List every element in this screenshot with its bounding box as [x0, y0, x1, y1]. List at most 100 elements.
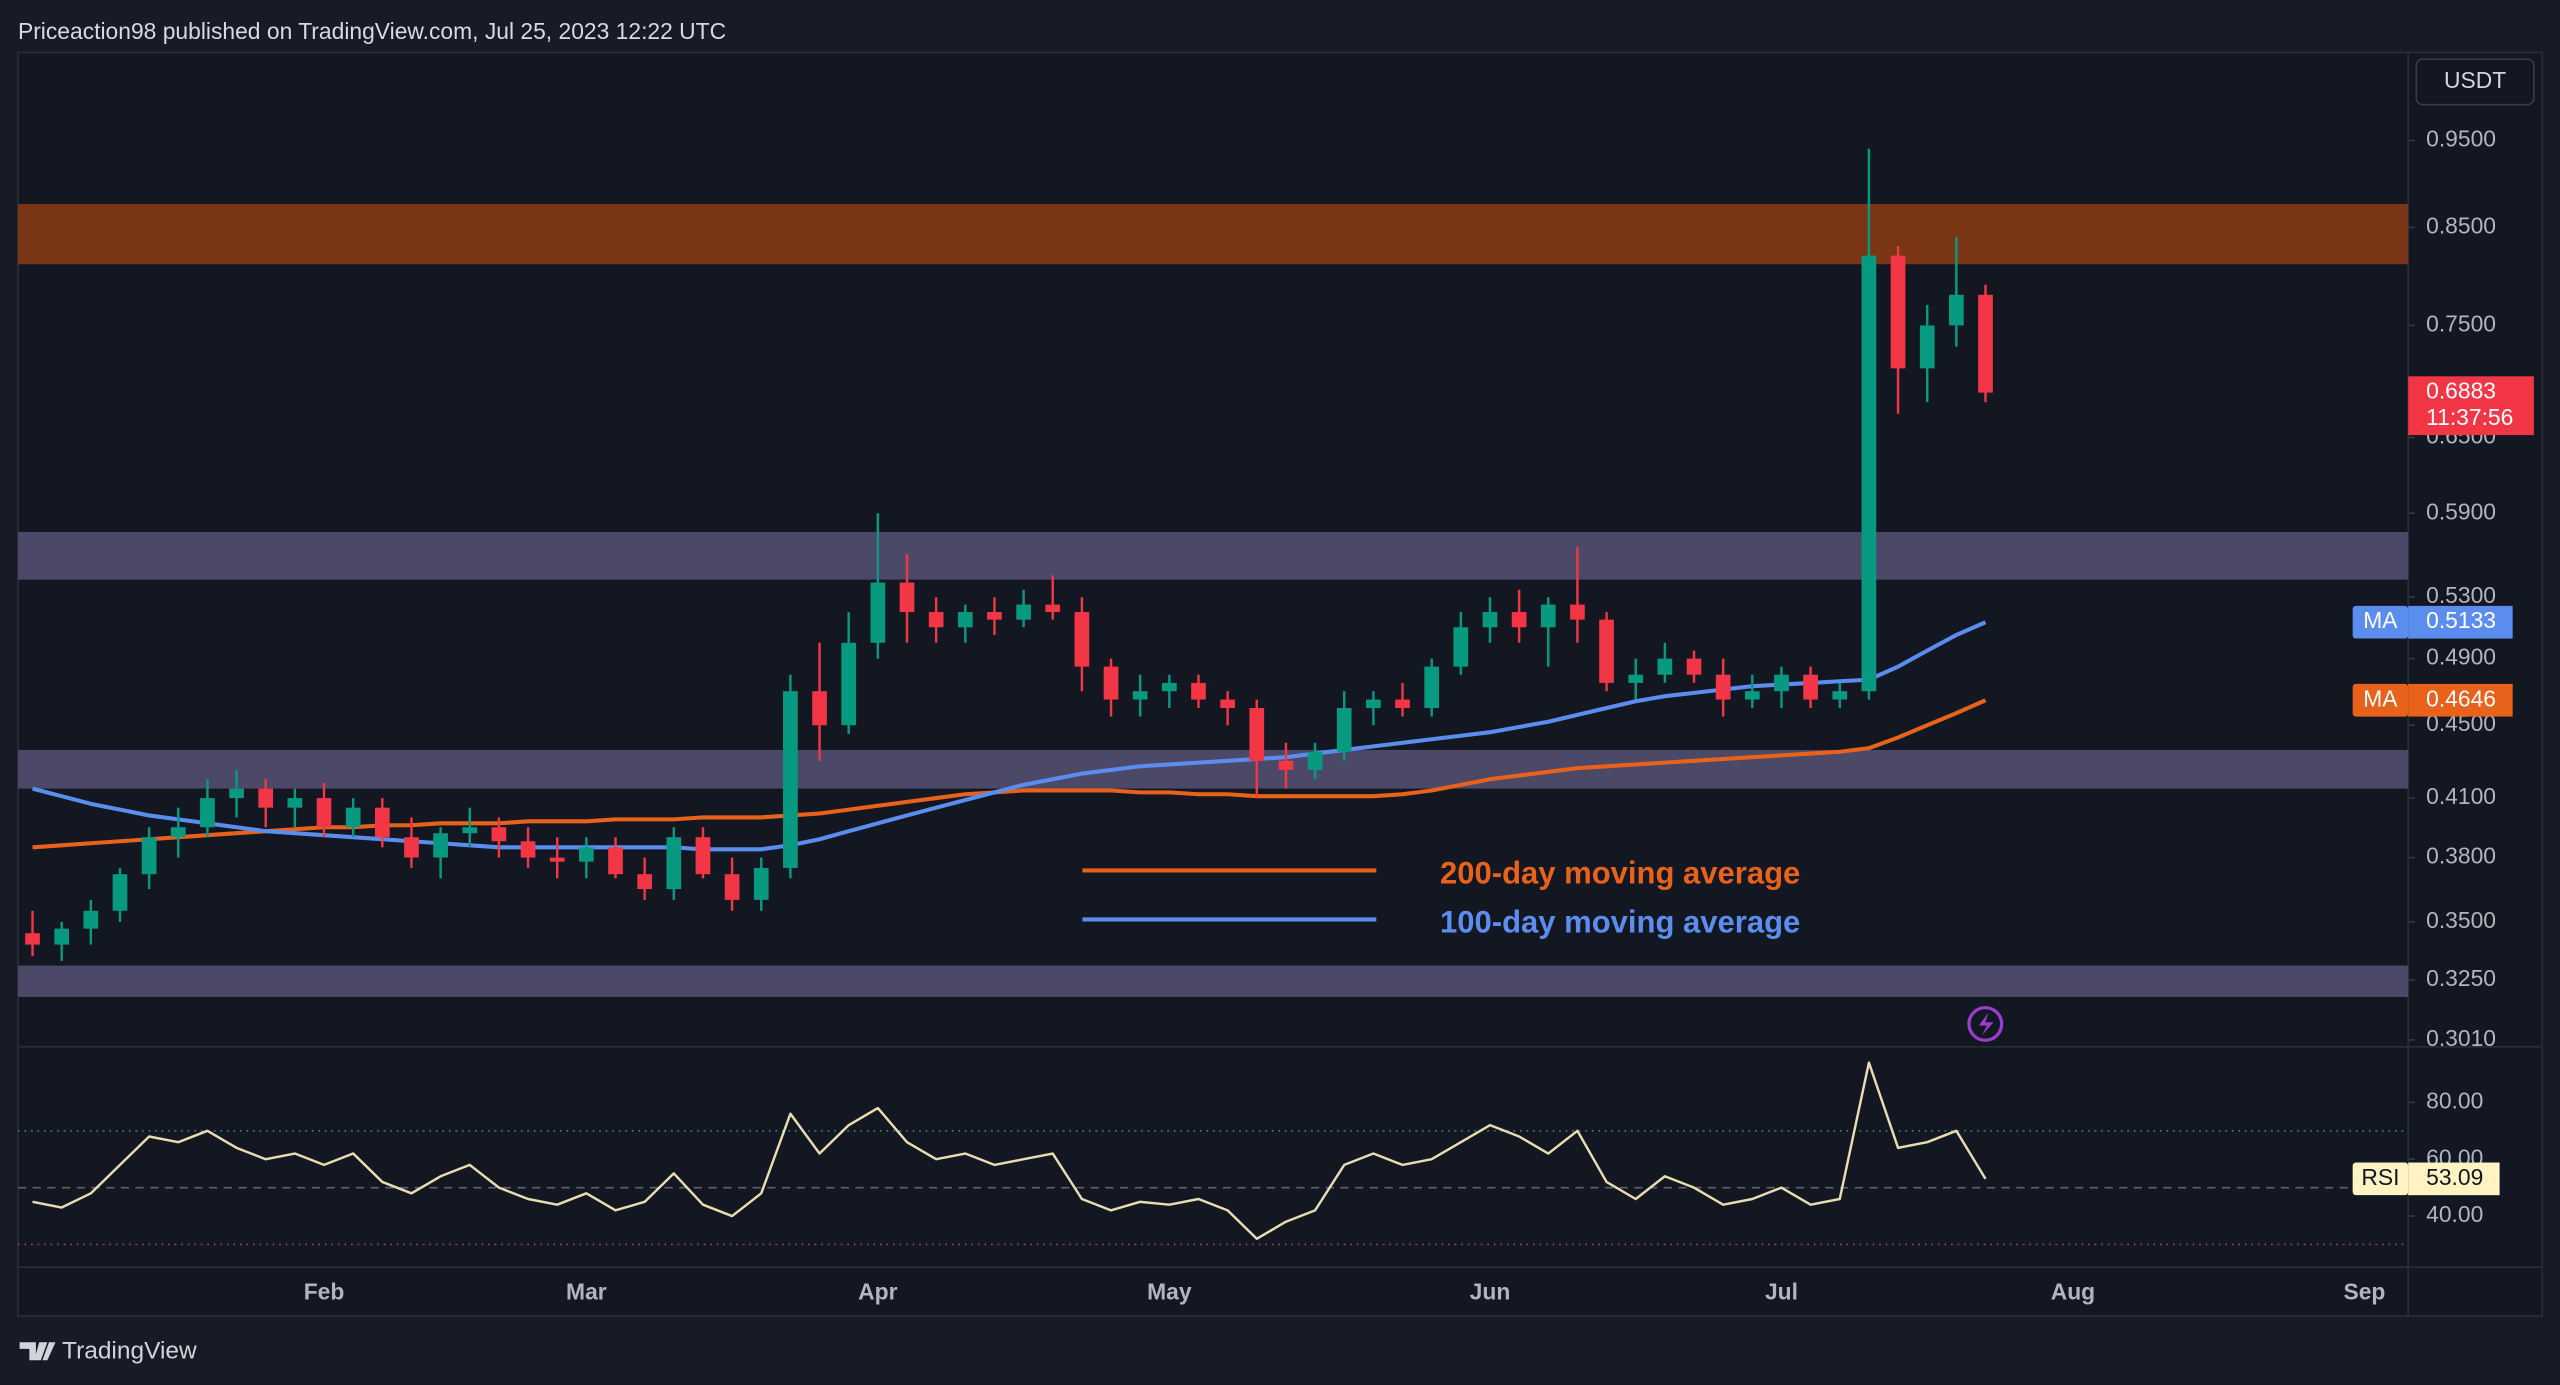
candle-body — [141, 837, 157, 875]
ma-tag-name-box — [2352, 683, 2409, 717]
y-tick-label: 0.5900 — [2426, 498, 2496, 524]
candle-body — [1482, 612, 1498, 628]
rsi-tag-box — [2408, 1162, 2500, 1196]
rsi-tag-name: RSI — [2361, 1164, 2399, 1190]
candle-body — [812, 691, 827, 726]
ma-tag-name: MA — [2363, 685, 2398, 711]
currency: USDT — [2444, 67, 2506, 93]
ma-tag-name-box — [2352, 605, 2409, 639]
rsi-tag-name-box — [2352, 1162, 2409, 1196]
candle-body — [1919, 325, 1935, 369]
candle-body — [1861, 255, 1877, 692]
price-tag-value: 0.6883 — [2426, 378, 2496, 404]
candle-body — [287, 798, 303, 808]
price-tag-countdown: 11:37:56 — [2426, 404, 2513, 430]
rsi-tick-label: 80.00 — [2426, 1087, 2483, 1113]
ma-tag-name: MA — [2363, 607, 2398, 633]
y-tick-label: 0.3800 — [2426, 843, 2496, 869]
candle-body — [345, 807, 361, 828]
candle-body — [1424, 666, 1440, 709]
y-tick-label: 0.8500 — [2426, 213, 2496, 239]
candle-body — [637, 874, 653, 890]
ma-tag-value: 0.4646 — [2426, 685, 2496, 711]
candle-body — [491, 827, 507, 842]
candle-body — [1599, 619, 1614, 683]
candle-body — [316, 798, 332, 828]
candle-body — [1161, 682, 1177, 692]
y-tick-label: 0.3250 — [2426, 965, 2496, 991]
x-tick-label: Mar — [566, 1278, 607, 1304]
candle-body — [957, 612, 973, 628]
candle-body — [1744, 691, 1760, 700]
zone — [17, 749, 2409, 789]
candle-body — [1949, 294, 1964, 326]
y-tick-label: 0.4100 — [2426, 783, 2496, 809]
x-tick-label: Feb — [304, 1278, 345, 1304]
candle-body — [1978, 294, 1993, 393]
currency-button[interactable] — [2415, 58, 2535, 106]
y-tick-label: 0.7500 — [2426, 310, 2496, 336]
candle-body — [83, 910, 99, 929]
candle-body — [1191, 682, 1206, 700]
candle-body — [783, 691, 798, 868]
candle-body — [1045, 604, 1061, 613]
candle-body — [462, 827, 478, 834]
x-tick-label: Jul — [1765, 1278, 1798, 1304]
y-tick-label: 0.3010 — [2426, 1025, 2496, 1051]
candle-body — [870, 582, 886, 643]
candle-body — [1832, 691, 1848, 700]
candle-body — [1016, 604, 1031, 620]
candle-body — [1511, 612, 1527, 628]
candle-body — [258, 788, 274, 808]
y-tick-label: 0.4900 — [2426, 644, 2496, 670]
header: Priceaction98 published on TradingView.c… — [18, 18, 726, 44]
y-tick-label: 0.5300 — [2426, 582, 2496, 608]
candle-body — [1336, 708, 1352, 752]
candle-body — [1249, 708, 1265, 761]
candle-body — [841, 642, 857, 726]
candle-body — [1278, 760, 1294, 770]
x-tick-label: May — [1147, 1278, 1192, 1304]
candle-body — [1774, 674, 1789, 692]
candle-body — [608, 847, 623, 875]
x-tick-label: Apr — [858, 1278, 897, 1304]
candle-body — [1307, 751, 1323, 770]
candle-body — [433, 833, 448, 858]
candle-body — [695, 837, 711, 875]
x-tick-label: Aug — [2051, 1278, 2095, 1304]
candle-body — [54, 928, 70, 945]
candle-body — [25, 933, 40, 945]
y-tick-label: 0.9500 — [2426, 125, 2496, 151]
ma-line — [32, 620, 1987, 852]
candle-body — [1628, 674, 1644, 683]
candle-body — [1540, 604, 1556, 628]
candle-body — [200, 798, 215, 828]
zone — [17, 532, 2409, 580]
candle-body — [579, 847, 594, 862]
tv-logo — [19, 1342, 56, 1361]
candle-body — [170, 827, 186, 838]
events-icon[interactable] — [1967, 1005, 2004, 1042]
candle-body — [1074, 612, 1090, 667]
candle-body — [1103, 666, 1119, 700]
candle-body — [1395, 699, 1410, 709]
candle-body — [549, 857, 565, 862]
candle-body — [899, 582, 915, 613]
candle-body — [404, 837, 419, 858]
candle-body — [928, 612, 944, 628]
footer: TradingView — [62, 1338, 197, 1365]
candle-body — [753, 867, 769, 900]
legend-label: 200-day moving average — [1440, 856, 1800, 891]
ma-tag-box — [2408, 605, 2513, 639]
rsi-line — [32, 1061, 1987, 1241]
legend-label: 100-day moving average — [1440, 905, 1800, 940]
candle-body — [1715, 674, 1731, 700]
ma-tag-value: 0.5133 — [2426, 607, 2496, 633]
rsi-tag-value: 53.09 — [2426, 1164, 2483, 1190]
candle-body — [1890, 255, 1906, 369]
rsi-tick-label: 40.00 — [2426, 1201, 2483, 1227]
y-tick-label: 0.3500 — [2426, 907, 2496, 933]
candle-body — [666, 837, 682, 890]
x-tick-label: Jun — [1470, 1278, 1511, 1304]
